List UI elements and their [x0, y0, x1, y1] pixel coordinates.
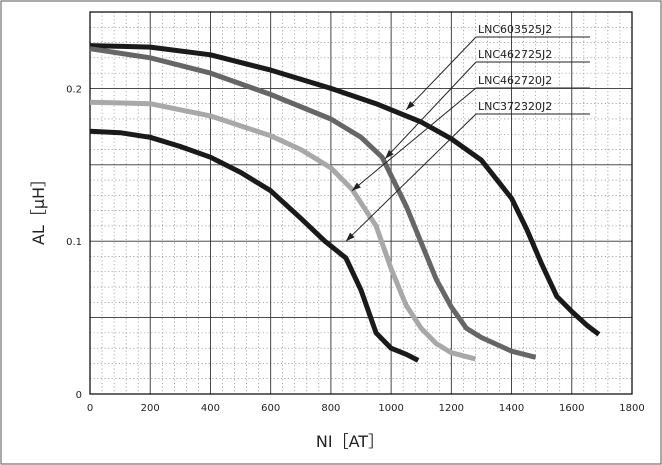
leader-line	[351, 87, 477, 192]
leader-line	[384, 61, 477, 160]
series-line	[89, 46, 537, 360]
x-tick-label: 1400	[499, 403, 524, 414]
plot-frame	[89, 11, 633, 395]
x-tick-label: 1000	[378, 403, 403, 414]
arrowhead	[385, 149, 394, 159]
series-line	[89, 99, 477, 362]
arrowhead	[345, 232, 355, 242]
x-tick-label: 400	[201, 403, 220, 414]
y-tick-label: 0.2	[66, 84, 82, 95]
legend-group: LNC603525J2 LNC462725J2 LNC462720J2 LNC3723…	[345, 23, 590, 242]
x-tick-label: 1800	[619, 403, 644, 414]
tick-labels: 0 200 400 600 800 1000 1200 1400 1600 1800 0 0.1 0.2	[66, 84, 645, 414]
legend-label: LNC372320J2	[478, 100, 552, 113]
leader-line	[405, 36, 477, 111]
y-tick-label: 0.1	[66, 237, 82, 248]
series-line	[89, 128, 420, 363]
y-tick-label: 0	[76, 390, 82, 401]
x-tick-label: 200	[141, 403, 160, 414]
series-group	[89, 43, 601, 363]
x-tick-label: 1600	[559, 403, 584, 414]
arrowhead	[406, 101, 415, 110]
x-tick-label: 800	[321, 403, 340, 414]
x-axis-label: NI［AT］	[316, 432, 384, 451]
series-line	[89, 43, 601, 337]
arrowhead	[352, 182, 361, 191]
leader-line	[345, 113, 477, 242]
x-tick-label: 600	[261, 403, 280, 414]
y-axis-label: AL［μH］	[29, 171, 48, 245]
legend-label: LNC462725J2	[478, 48, 552, 61]
legend-label: LNC462720J2	[478, 74, 552, 87]
x-tick-label: 1200	[439, 403, 464, 414]
legend-label: LNC603525J2	[478, 23, 552, 36]
x-tick-label: 0	[87, 403, 93, 414]
